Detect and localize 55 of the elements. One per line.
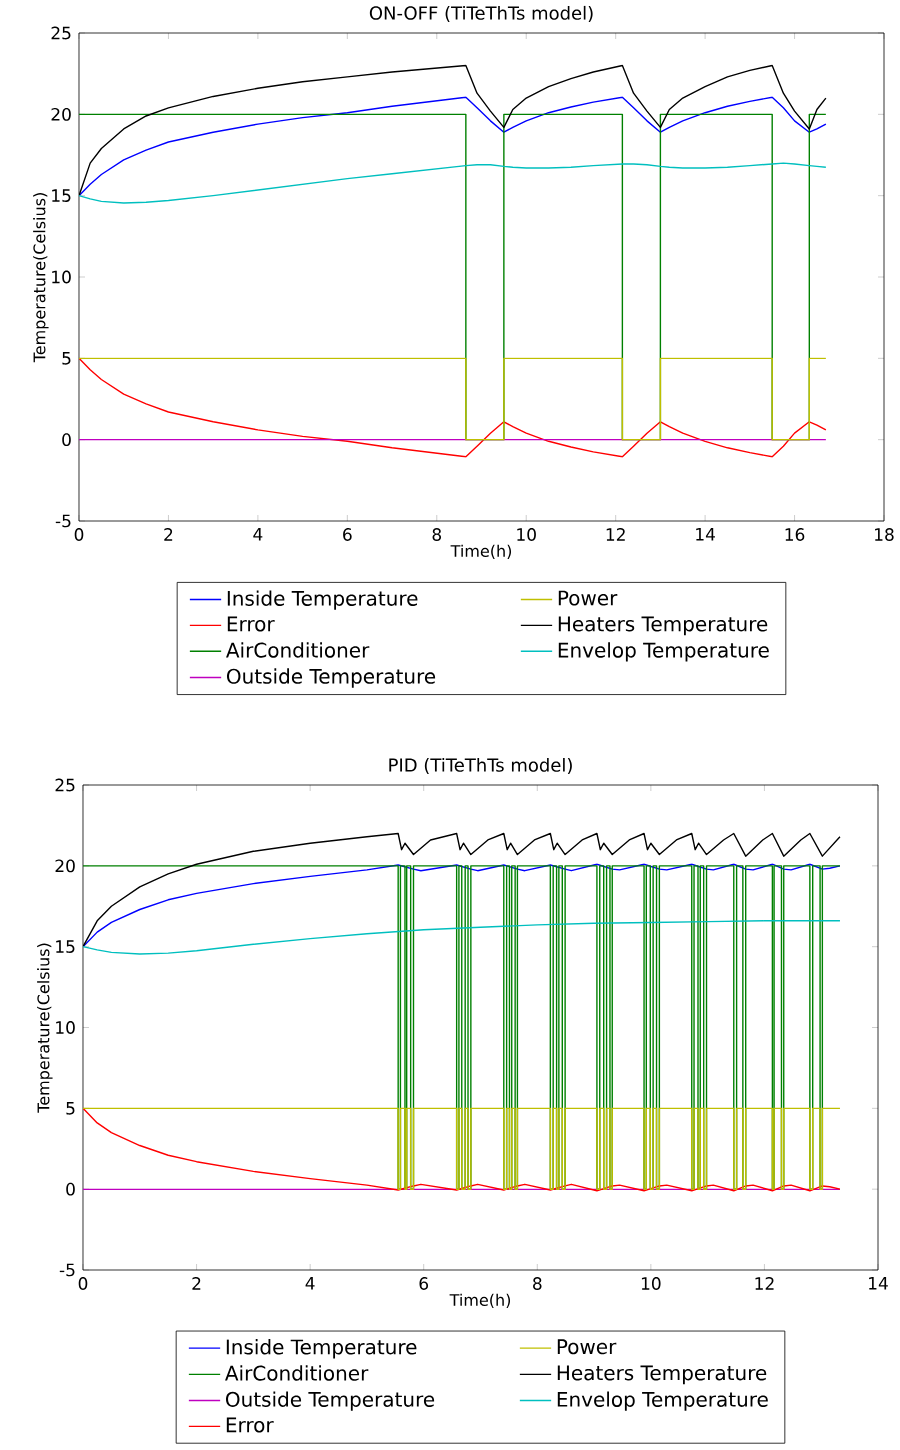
legend-label: Error [226, 1417, 274, 1433]
x-tick-label: 2 [164, 528, 173, 541]
y-axis-title: Temperature(Celsius) [37, 943, 53, 1113]
y-tick-label: 0 [66, 1182, 75, 1196]
x-tick-label: 8 [533, 1277, 542, 1290]
y-tick-label: 0 [62, 433, 71, 447]
legend-label: Inside Temperature [226, 1339, 417, 1359]
x-tick-label: 18 [875, 528, 894, 541]
chart-title: PID (TiTeThTs model) [389, 757, 572, 774]
legend-label: Heaters Temperature [558, 616, 768, 636]
line-series [79, 357, 827, 458]
x-tick-label: 4 [253, 528, 263, 541]
chart-title: ON-OFF (TiTeThTs model) [369, 5, 593, 22]
legend-label: Envelop Temperature [558, 642, 769, 662]
x-tick-label: 6 [343, 528, 352, 541]
y-tick-label: 25 [51, 26, 71, 40]
y-tick-label: 10 [52, 270, 71, 284]
y-tick-label: 15 [56, 940, 75, 954]
legend-label: Power [558, 590, 618, 606]
line-series [83, 920, 841, 955]
x-tick-label: 2 [192, 1277, 201, 1290]
legend-label: Outside Temperature [225, 1391, 435, 1411]
legend-label: AirConditioner [225, 1365, 369, 1381]
x-tick-label: 10 [517, 528, 536, 541]
x-axis-title: Time(h) [450, 544, 512, 559]
y-tick-label: 5 [66, 1102, 75, 1115]
x-tick-label: 8 [432, 528, 442, 541]
x-tick-label: 16 [785, 528, 805, 541]
y-tick-label: 20 [55, 859, 75, 873]
legend-label: AirConditioner [226, 642, 370, 658]
y-tick-label: -5 [59, 1263, 75, 1277]
y-tick-label: 5 [62, 352, 71, 365]
x-tick-label: 4 [305, 1277, 315, 1290]
line-series [79, 96, 827, 197]
x-tick-label: 14 [696, 528, 715, 541]
x-tick-label: 10 [641, 1277, 661, 1290]
x-tick-label: 0 [78, 1277, 88, 1290]
y-axis-title: Temperature(Celsius) [33, 193, 49, 363]
x-tick-label: 0 [74, 528, 84, 541]
y-tick-label: 15 [52, 189, 71, 202]
x-axis-title: Time(h) [449, 1293, 511, 1308]
legend-label: Heaters Temperature [557, 1365, 767, 1385]
x-tick-label: 6 [419, 1277, 429, 1290]
y-tick-label: 20 [51, 107, 71, 121]
legend-label: Outside Temperature [226, 668, 436, 688]
legend-label: Power [557, 1339, 617, 1355]
legend-label: Inside Temperature [227, 590, 418, 610]
legend-label: Envelop Temperature [557, 1391, 768, 1411]
legend-label: Error [227, 616, 275, 632]
y-tick-label: -5 [55, 514, 71, 528]
x-tick-label: 12 [606, 528, 625, 541]
y-tick-label: 10 [56, 1021, 75, 1034]
x-tick-label: 12 [755, 1277, 774, 1290]
y-tick-label: 25 [55, 778, 75, 792]
x-tick-label: 14 [869, 1277, 888, 1290]
